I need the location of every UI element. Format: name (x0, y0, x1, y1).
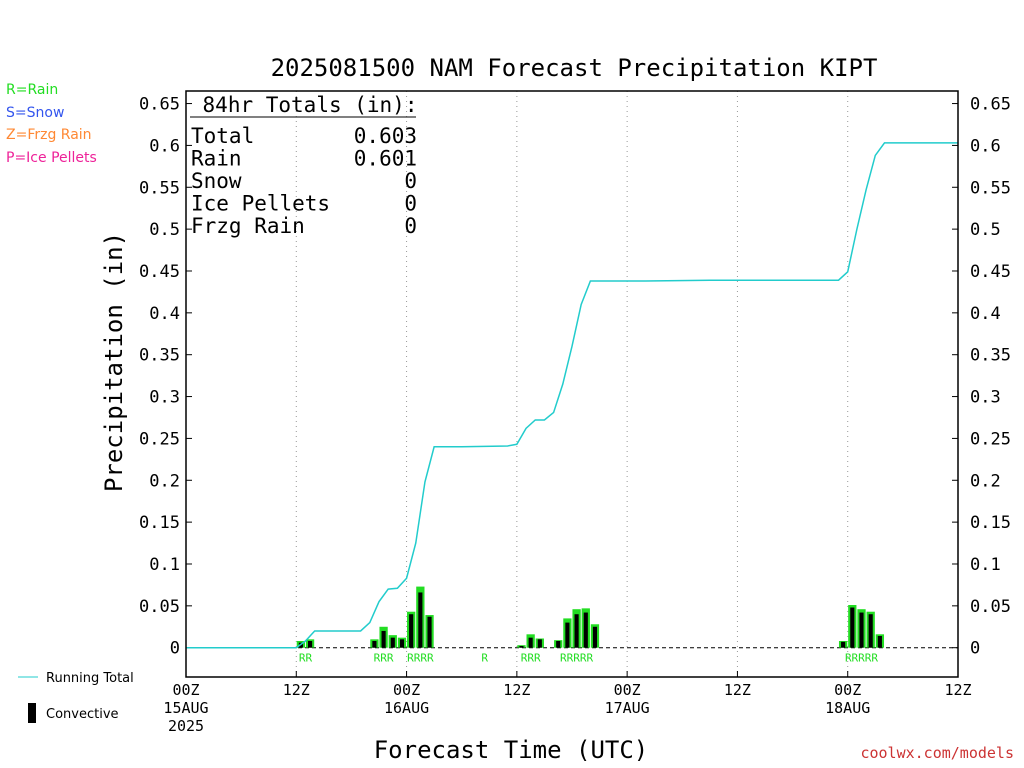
y-tick-label-right: 0.15 (970, 513, 1011, 533)
y-tick-label-left: 0.3 (149, 388, 180, 408)
y-tick-label-right: 0 (970, 639, 980, 659)
y-tick-label-right: 0.5 (970, 220, 1001, 240)
x-axis-label: Forecast Time (UTC) (374, 736, 649, 764)
ptype-key-rain: R=Rain (6, 82, 59, 98)
convective-bar (399, 639, 405, 648)
totals-row-label: Total (191, 124, 254, 148)
y-tick-label-right: 0.1 (970, 555, 1001, 575)
y-tick-label-left: 0.35 (139, 346, 180, 366)
chart-title: 2025081500 NAM Forecast Precipitation KI… (271, 54, 878, 82)
ptype-marker: RR (299, 652, 313, 665)
x-tick-date: 15AUG (163, 699, 208, 717)
x-tick-label: 00Z (834, 681, 861, 699)
convective-bar (877, 635, 882, 648)
convective-bar (583, 612, 588, 648)
y-tick-label-right: 0.2 (970, 471, 1001, 491)
ptype-key-frzg-rain: Z=Frzg Rain (6, 127, 92, 143)
y-tick-label-right: 0.6 (970, 136, 1001, 156)
totals-row-value: 0.603 (354, 124, 417, 148)
ptype-marker: RRRRR (845, 652, 878, 665)
y-tick-label-left: 0.15 (139, 513, 180, 533)
y-tick-label-left: 0.65 (139, 95, 180, 115)
y-tick-label-left: 0.4 (149, 304, 180, 324)
ptype-marker: RRR (374, 652, 394, 665)
convective-bar (409, 614, 414, 648)
x-tick-label: 12Z (503, 681, 530, 699)
convective-bar (556, 641, 561, 648)
x-tick-label: 12Z (283, 681, 310, 699)
y-tick-label-left: 0.25 (139, 429, 180, 449)
x-tick-label: 12Z (724, 681, 751, 699)
totals-row-label: Ice Pellets (191, 192, 330, 216)
totals-row-value: 0 (404, 214, 417, 238)
ptype-marker: R (481, 652, 488, 665)
y-tick-label-left: 0.6 (149, 136, 180, 156)
y-tick-label-left: 0.45 (139, 262, 180, 282)
y-tick-label-right: 0.05 (970, 597, 1011, 617)
convective-bar (859, 612, 864, 648)
x-tick-label: 00Z (614, 681, 641, 699)
y-tick-label-right: 0.35 (970, 346, 1011, 366)
credit-link[interactable]: coolwx.com/models (860, 744, 1014, 762)
y-axis-label: Precipitation (in) (100, 232, 128, 492)
y-tick-label-right: 0.45 (970, 262, 1011, 282)
convective-bar (390, 637, 395, 648)
y-tick-label-left: 0.05 (139, 597, 180, 617)
ptype-key-ice-pellets: P=Ice Pellets (6, 150, 97, 166)
y-tick-label-right: 0.55 (970, 178, 1011, 198)
convective-bar (381, 630, 386, 648)
convective-bar (841, 641, 846, 648)
ptype-key-snow: S=Snow (6, 105, 65, 121)
y-tick-label-right: 0.4 (970, 304, 1001, 324)
plot-frame (185, 90, 959, 678)
convective-bar (308, 641, 313, 648)
y-tick-label-right: 0.65 (970, 95, 1011, 115)
x-tick-label: 12Z (944, 681, 971, 699)
convective-bar (565, 622, 570, 648)
x-tick-label: 00Z (393, 681, 420, 699)
ptype-marker: RRR (521, 652, 541, 665)
convective-bar (850, 607, 855, 648)
convective-bar (868, 614, 873, 648)
x-tick-date: 16AUG (384, 699, 429, 717)
y-tick-label-right: 0.25 (970, 429, 1011, 449)
x-tick-year: 2025 (168, 717, 204, 735)
convective-bar (418, 592, 423, 648)
convective-legend-label: Convective (46, 707, 119, 722)
totals-row-value: 0.601 (354, 147, 417, 171)
x-tick-date: 17AUG (605, 699, 650, 717)
totals-row-label: Snow (191, 169, 242, 193)
y-tick-label-left: 0.55 (139, 178, 180, 198)
running-total-line (186, 142, 958, 649)
y-tick-label-right: 0.3 (970, 388, 1001, 408)
running-total-legend-label: Running Total (46, 671, 134, 686)
convective-bar (372, 641, 377, 648)
y-tick-label-left: 0 (170, 639, 180, 659)
y-tick-label-left: 0.2 (149, 471, 180, 491)
totals-row-label: Frzg Rain (191, 214, 305, 238)
totals-row-label: Rain (191, 147, 242, 171)
x-tick-label: 00Z (172, 681, 199, 699)
convective-bar (592, 626, 598, 648)
chart-legend: Running Total Convective (18, 671, 134, 723)
convective-legend-swatch (28, 703, 36, 723)
totals-row-value: 0 (404, 169, 417, 193)
x-tick-date: 18AUG (825, 699, 870, 717)
convective-bar (574, 614, 579, 648)
convective-bar (519, 646, 524, 648)
ptype-marker: RRRRR (560, 652, 593, 665)
convective-bar (427, 616, 432, 648)
y-tick-label-left: 0.5 (149, 220, 180, 240)
totals-row-value: 0 (404, 192, 417, 216)
convective-bar (528, 637, 533, 648)
convective-bar (537, 639, 542, 648)
plot-area: 0 00.05 0.050.1 0.10.15 0.150.2 0.20.25 0.250.… (139, 90, 1011, 735)
ptype-marker: RRRR (407, 652, 434, 665)
y-tick-label-left: 0.1 (149, 555, 180, 575)
totals-heading: 84hr Totals (in): (203, 93, 418, 117)
